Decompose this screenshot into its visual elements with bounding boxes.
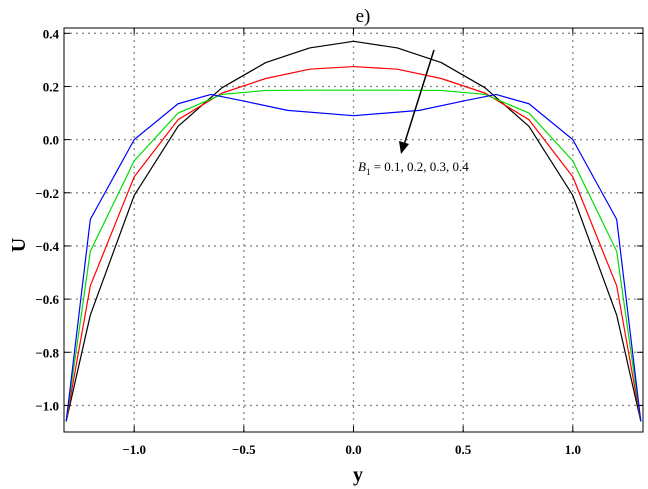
y-tick-label: −0.6 — [35, 292, 59, 307]
y-tick-label: −0.4 — [35, 239, 59, 254]
series-line-3 — [65, 89, 642, 422]
y-tick-label: 0.0 — [43, 133, 59, 148]
x-tick-label: 1.0 — [565, 442, 581, 457]
x-tick-label: 0.5 — [455, 442, 472, 457]
x-axis-label: y — [353, 464, 363, 486]
y-tick-label: −0.8 — [35, 345, 59, 360]
y-tick-label: 0.2 — [43, 79, 59, 94]
series-layer — [65, 40, 642, 422]
annotation-arrowhead — [399, 141, 409, 154]
plot-frame — [63, 27, 644, 433]
y-tick-label: −0.2 — [35, 186, 59, 201]
y-axis-label: U — [8, 238, 30, 252]
y-tick-label: −1.0 — [35, 398, 59, 413]
x-tick-label: 0.0 — [345, 442, 361, 457]
tick-labels: −1.0 −0.5 0.0 0.5 1.0 0.4 0.2 0.0 −0.2 −0.4 −0.6 −0… — [35, 26, 581, 457]
annotation-arrow-shaft — [403, 49, 435, 146]
series-line-4 — [65, 93, 642, 422]
annotation-label: B1 = 0.1, 0.2, 0.3, 0.4 — [358, 159, 469, 177]
series-line-2 — [65, 65, 642, 422]
grid-lines — [64, 28, 643, 432]
series-line-1 — [65, 40, 642, 422]
x-tick-label: −0.5 — [232, 442, 256, 457]
x-tick-label: −1.0 — [122, 442, 146, 457]
parameter-annotation: B1 = 0.1, 0.2, 0.3, 0.4 — [358, 49, 469, 177]
y-tick-label: 0.4 — [43, 26, 60, 41]
chart-title: e) — [356, 6, 371, 27]
